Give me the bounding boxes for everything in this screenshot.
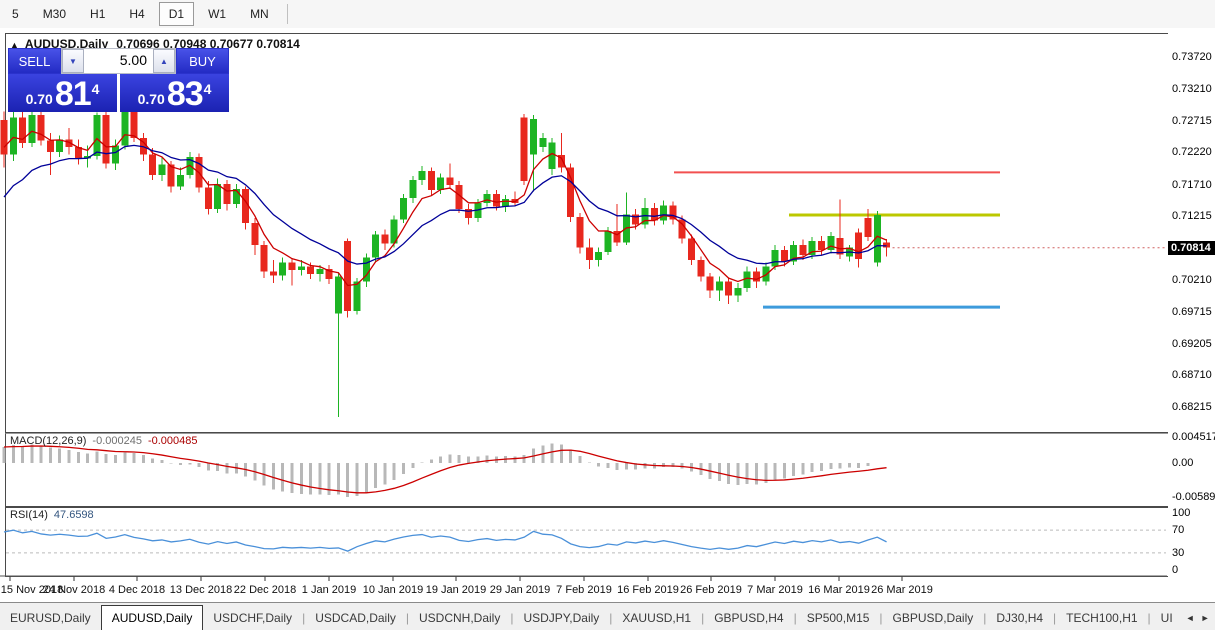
tab-separator: | bbox=[302, 611, 306, 625]
chart-tab-tech100-h1[interactable]: TECH100,H1 bbox=[1066, 611, 1138, 625]
date-tick-label: 1 Jan 2019 bbox=[301, 584, 357, 596]
price-axis[interactable]: 0.73720 0.73210 0.72715 0.72220 0.71710 0.712… bbox=[1168, 33, 1215, 600]
one-click-trade-widget: SELL ▼ 5.00 ▲ BUY 0.70 81 4 0.70 83 4 bbox=[8, 48, 229, 112]
buy-price-big: 83 bbox=[166, 75, 204, 113]
chart-tab-ui[interactable]: UI bbox=[1160, 611, 1173, 625]
rsi-axis-label: 100 bbox=[1172, 507, 1191, 519]
date-tick-label: 16 Feb 2019 bbox=[617, 584, 679, 596]
macd-axis-label: -0.005899 bbox=[1172, 491, 1215, 503]
chart-tab-xauusd-h1[interactable]: XAUUSD,H1 bbox=[622, 611, 692, 625]
macd-label: MACD(12,26,9) -0.000245 -0.000485 bbox=[10, 435, 198, 447]
chart-tab-dj30-h4[interactable]: DJ30,H4 bbox=[996, 611, 1044, 625]
ohlc-values: 0.70696 0.70948 0.70677 0.70814 bbox=[116, 37, 300, 51]
volume-increase-button[interactable]: ▲ bbox=[153, 49, 175, 73]
chart-tab-usdcnh-daily[interactable]: USDCNH,Daily bbox=[419, 611, 501, 625]
scroll-left-button[interactable]: ◄ bbox=[1185, 613, 1195, 623]
collapse-arrow-icon[interactable]: ▲ bbox=[10, 40, 19, 50]
price-tick-label: 0.69715 bbox=[1172, 305, 1212, 318]
price-tick-label: 0.72715 bbox=[1172, 114, 1212, 127]
date-tick-label: 24 Nov 2018 bbox=[42, 584, 106, 596]
price-tick-label: 0.73210 bbox=[1172, 83, 1212, 96]
buy-button[interactable]: BUY bbox=[176, 48, 229, 74]
sell-price-prefix: 0.70 bbox=[25, 91, 53, 107]
sell-price-big: 81 bbox=[54, 75, 92, 113]
rsi-panel[interactable] bbox=[5, 507, 1169, 577]
chart-tab-usdcad-daily[interactable]: USDCAD,Daily bbox=[315, 611, 396, 625]
timeframe-button-h1[interactable]: H1 bbox=[90, 7, 106, 21]
volume-input[interactable]: 5.00 bbox=[84, 49, 153, 73]
macd-name: MACD(12,26,9) bbox=[10, 435, 87, 447]
date-tick-label: 4 Dec 2018 bbox=[108, 584, 166, 596]
rsi-axis-label: 70 bbox=[1172, 524, 1185, 537]
chart-tab-usdchf-daily[interactable]: USDCHF,Daily bbox=[213, 611, 293, 625]
tab-separator: | bbox=[983, 611, 987, 625]
price-tick-label: 0.69205 bbox=[1172, 338, 1212, 351]
rsi-name: RSI(14) bbox=[10, 509, 48, 521]
price-tick-label: 0.71215 bbox=[1172, 210, 1212, 223]
date-tick-label: 7 Mar 2019 bbox=[747, 584, 803, 596]
tab-separator: | bbox=[405, 611, 409, 625]
sell-button[interactable]: SELL bbox=[8, 48, 61, 74]
rsi-label: RSI(14) 47.6598 bbox=[10, 509, 94, 521]
timeframe-button-d1[interactable]: D1 bbox=[158, 2, 195, 26]
macd-main-value: -0.000245 bbox=[92, 435, 142, 447]
timeframe-button-w1[interactable]: W1 bbox=[208, 7, 227, 21]
date-tick-label: 7 Feb 2019 bbox=[556, 584, 612, 596]
rsi-axis-label: 0 bbox=[1172, 564, 1179, 576]
symbol-name: AUDUSD,Daily bbox=[24, 37, 109, 51]
chart-window[interactable]: ▲ AUDUSD,Daily 0.70696 0.70948 0.70677 0.7… bbox=[0, 28, 1215, 602]
chart-tab-gbpusd-daily[interactable]: GBPUSD,Daily bbox=[892, 611, 974, 625]
buy-price-panel[interactable]: 0.70 83 4 bbox=[120, 74, 229, 112]
volume-decrease-button[interactable]: ▼ bbox=[62, 49, 84, 73]
price-tick-label: 0.68710 bbox=[1172, 369, 1212, 382]
macd-signal-value: -0.000485 bbox=[147, 435, 198, 447]
buy-price-prefix: 0.70 bbox=[137, 91, 165, 107]
sell-price-panel[interactable]: 0.70 81 4 bbox=[8, 74, 117, 112]
timeframe-toolbar: 5 M30 H1 H4 D1 W1 MN bbox=[0, 0, 1215, 29]
date-tick-label: 19 Jan 2019 bbox=[425, 584, 487, 596]
price-tick-label: 0.70210 bbox=[1172, 274, 1212, 287]
tab-separator: | bbox=[1147, 611, 1151, 625]
chart-tab-sp500-m15[interactable]: SP500,M15 bbox=[806, 611, 870, 625]
sell-price-pip: 4 bbox=[91, 81, 100, 97]
date-tick-label: 26 Mar 2019 bbox=[871, 584, 933, 596]
chart-tab-usdjpy-daily[interactable]: USDJPY,Daily bbox=[523, 611, 600, 625]
price-tick-label: 0.72220 bbox=[1172, 146, 1212, 159]
tab-separator: | bbox=[609, 611, 613, 625]
date-tick-label: 10 Jan 2019 bbox=[362, 584, 424, 596]
date-tick-label: 22 Dec 2018 bbox=[233, 584, 297, 596]
chart-tab-bar: EURUSD,Daily AUDUSD,Daily USDCHF,Daily | USD… bbox=[0, 602, 1215, 630]
tab-separator: | bbox=[879, 611, 883, 625]
date-tick-label: 13 Dec 2018 bbox=[169, 584, 233, 596]
tab-separator: | bbox=[701, 611, 705, 625]
timeframe-button-5[interactable]: 5 bbox=[12, 7, 19, 21]
chart-tab-eurusd-daily[interactable]: EURUSD,Daily bbox=[10, 611, 91, 625]
toolbar-separator bbox=[286, 4, 288, 24]
tab-separator: | bbox=[1053, 611, 1057, 625]
price-tick-label: 0.71710 bbox=[1172, 178, 1212, 191]
tab-separator: | bbox=[510, 611, 514, 625]
current-price-tag: 0.70814 bbox=[1168, 240, 1215, 255]
scroll-right-button[interactable]: ► bbox=[1200, 613, 1210, 623]
tab-separator: | bbox=[793, 611, 797, 625]
rsi-axis-label: 30 bbox=[1172, 546, 1185, 559]
rsi-value: 47.6598 bbox=[53, 509, 94, 521]
price-tick-label: 0.73720 bbox=[1172, 51, 1212, 63]
chart-tab-gbpusd-h4[interactable]: GBPUSD,H4 bbox=[714, 611, 784, 625]
chart-title: ▲ AUDUSD,Daily 0.70696 0.70948 0.70677 0.7… bbox=[10, 37, 300, 51]
macd-axis-label: 0.004517 bbox=[1172, 431, 1215, 443]
price-tick-label: 0.68215 bbox=[1172, 400, 1212, 413]
timeframe-button-mn[interactable]: MN bbox=[250, 7, 269, 21]
date-tick-label: 15 Nov 2018 bbox=[0, 584, 64, 596]
date-tick-label: 29 Jan 2019 bbox=[489, 584, 551, 596]
buy-price-pip: 4 bbox=[203, 81, 212, 97]
chart-tab-audusd-daily[interactable]: AUDUSD,Daily bbox=[100, 605, 204, 630]
macd-axis-label: 0.00 bbox=[1172, 457, 1194, 469]
date-tick-label: 26 Feb 2019 bbox=[680, 584, 742, 596]
date-tick-label: 16 Mar 2019 bbox=[808, 584, 870, 596]
timeframe-button-h4[interactable]: H4 bbox=[129, 7, 145, 21]
timeframe-button-m30[interactable]: M30 bbox=[42, 7, 67, 21]
